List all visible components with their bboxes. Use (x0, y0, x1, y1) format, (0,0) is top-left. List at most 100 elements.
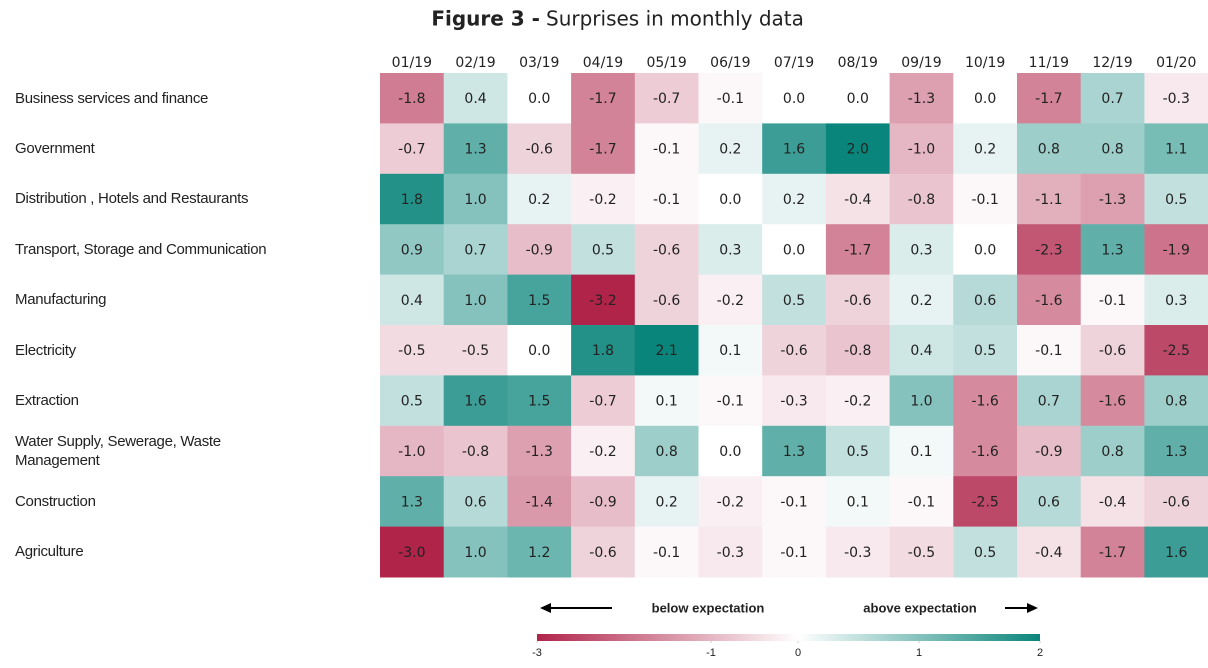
heatmap-cell (443, 73, 508, 124)
cell-label: -1.6 (971, 394, 998, 410)
cell-label: 0.7 (464, 242, 486, 258)
cell-label: -0.6 (844, 293, 871, 309)
heatmap-cell (1144, 476, 1208, 528)
cell-label: -1.7 (1099, 545, 1126, 561)
heatmap-cell (889, 73, 954, 124)
cell-label: 1.0 (464, 293, 486, 309)
heatmap-cell (762, 73, 827, 124)
heatmap-cell (889, 173, 954, 225)
cell-label: -0.8 (462, 444, 489, 460)
heatmap-cell (1080, 325, 1145, 376)
cell-label: -1.0 (908, 142, 935, 158)
heatmap-cell (1144, 425, 1208, 477)
y-tick-label: Electricity (15, 341, 76, 359)
cell-label: 1.8 (401, 192, 423, 208)
heatmap-cell (507, 425, 572, 477)
row-label-box: Electricity (15, 341, 76, 359)
heatmap-cell (380, 526, 445, 578)
cell-label: 1.3 (783, 444, 805, 460)
cell-label: 1.5 (528, 394, 550, 410)
cell-label: -0.9 (589, 494, 616, 510)
heatmap-cell (1080, 425, 1145, 477)
heatmap-cell (443, 476, 508, 528)
heatmap-cell (634, 425, 699, 477)
y-tick-label: Manufacturing (15, 291, 107, 309)
heatmap-cell (953, 325, 1018, 376)
heatmap-cell (571, 274, 636, 326)
y-tick-label: Government (15, 140, 95, 158)
row-label-box: Government (15, 140, 95, 158)
cell-label: 0.0 (783, 91, 805, 107)
cell-label: -1.3 (1099, 192, 1126, 208)
heatmap-cell (443, 224, 508, 276)
cell-label: -0.2 (844, 394, 871, 410)
heatmap-cell (889, 526, 954, 578)
cell-label: 1.2 (528, 545, 550, 561)
heatmap-cell (762, 375, 827, 427)
heatmap-cell (571, 173, 636, 225)
heatmap-cell (762, 425, 827, 477)
cell-label: -1.7 (589, 91, 616, 107)
annotation: below expectation (652, 600, 765, 615)
heatmap-cell (1017, 375, 1082, 427)
cell-label: -0.3 (717, 545, 744, 561)
cell-label: 1.6 (464, 394, 486, 410)
row-label-box: Transport, Storage and Communication (15, 241, 267, 258)
heatmap-cell (698, 73, 763, 124)
heatmap-cell (1144, 224, 1208, 276)
cell-label: 0.2 (783, 192, 805, 208)
heatmap-cell (380, 123, 445, 175)
cell-label: -0.4 (844, 192, 871, 208)
cell-label: 0.6 (464, 494, 486, 510)
cell-label: -0.6 (653, 293, 680, 309)
heatmap-cell (507, 325, 572, 376)
cell-label: 0.7 (1101, 91, 1123, 107)
heatmap-cell (698, 274, 763, 326)
heatmap-cell (825, 375, 891, 427)
heatmap-cell (953, 375, 1018, 427)
x-tick-label: 01/20 (1156, 55, 1196, 71)
cell-label: -0.3 (1163, 91, 1190, 107)
heatmap-cell (1144, 173, 1208, 225)
heatmap-cell (953, 73, 1018, 124)
annotation: above expectation (863, 600, 976, 615)
cell-label: 0.0 (719, 444, 741, 460)
heatmap-cell (1017, 425, 1082, 477)
cell-label: -0.6 (526, 142, 553, 158)
cell-label: 1.3 (1165, 444, 1187, 460)
cell-label: 2.1 (656, 343, 678, 359)
cell-label: 0.2 (719, 142, 741, 158)
cell-label: -0.6 (1163, 494, 1190, 510)
heatmap-cell (507, 476, 572, 528)
cell-label: -0.5 (462, 343, 489, 359)
cell-label: 0.0 (528, 91, 550, 107)
row-label-box: Business services and finance (15, 90, 208, 107)
heatmap-cell (634, 173, 699, 225)
heatmap-cell (953, 274, 1018, 326)
y-tick-label: Extraction (15, 392, 79, 410)
heatmap-cell (507, 375, 572, 427)
cell-label: -0.2 (717, 494, 744, 510)
heatmap-cell (571, 476, 636, 528)
cell-label: -0.9 (1035, 444, 1062, 460)
cell-label: 0.0 (783, 242, 805, 258)
cell-label: -0.1 (780, 545, 807, 561)
heatmap-cell (1144, 123, 1208, 175)
heatmap-cell (571, 425, 636, 477)
colorbar-tick-label: -1 (706, 647, 716, 659)
heatmap-cell (380, 476, 445, 528)
cell-label: 1.6 (783, 142, 805, 158)
heatmap-cell (889, 325, 954, 376)
row-label-box: Manufacturing (15, 291, 107, 309)
heatmap-cell (1080, 526, 1145, 578)
cell-label: 0.0 (974, 91, 996, 107)
cell-label: -1.8 (398, 91, 425, 107)
heatmap-cell (507, 123, 572, 175)
x-tick-label: 02/19 (455, 55, 495, 71)
heatmap-cell (825, 425, 891, 477)
heatmap-cell (953, 224, 1018, 276)
cell-label: 0.6 (974, 293, 996, 309)
cell-label: -0.4 (1035, 545, 1062, 561)
cell-label: -3.2 (589, 293, 616, 309)
x-tick-label: 05/19 (646, 55, 686, 71)
